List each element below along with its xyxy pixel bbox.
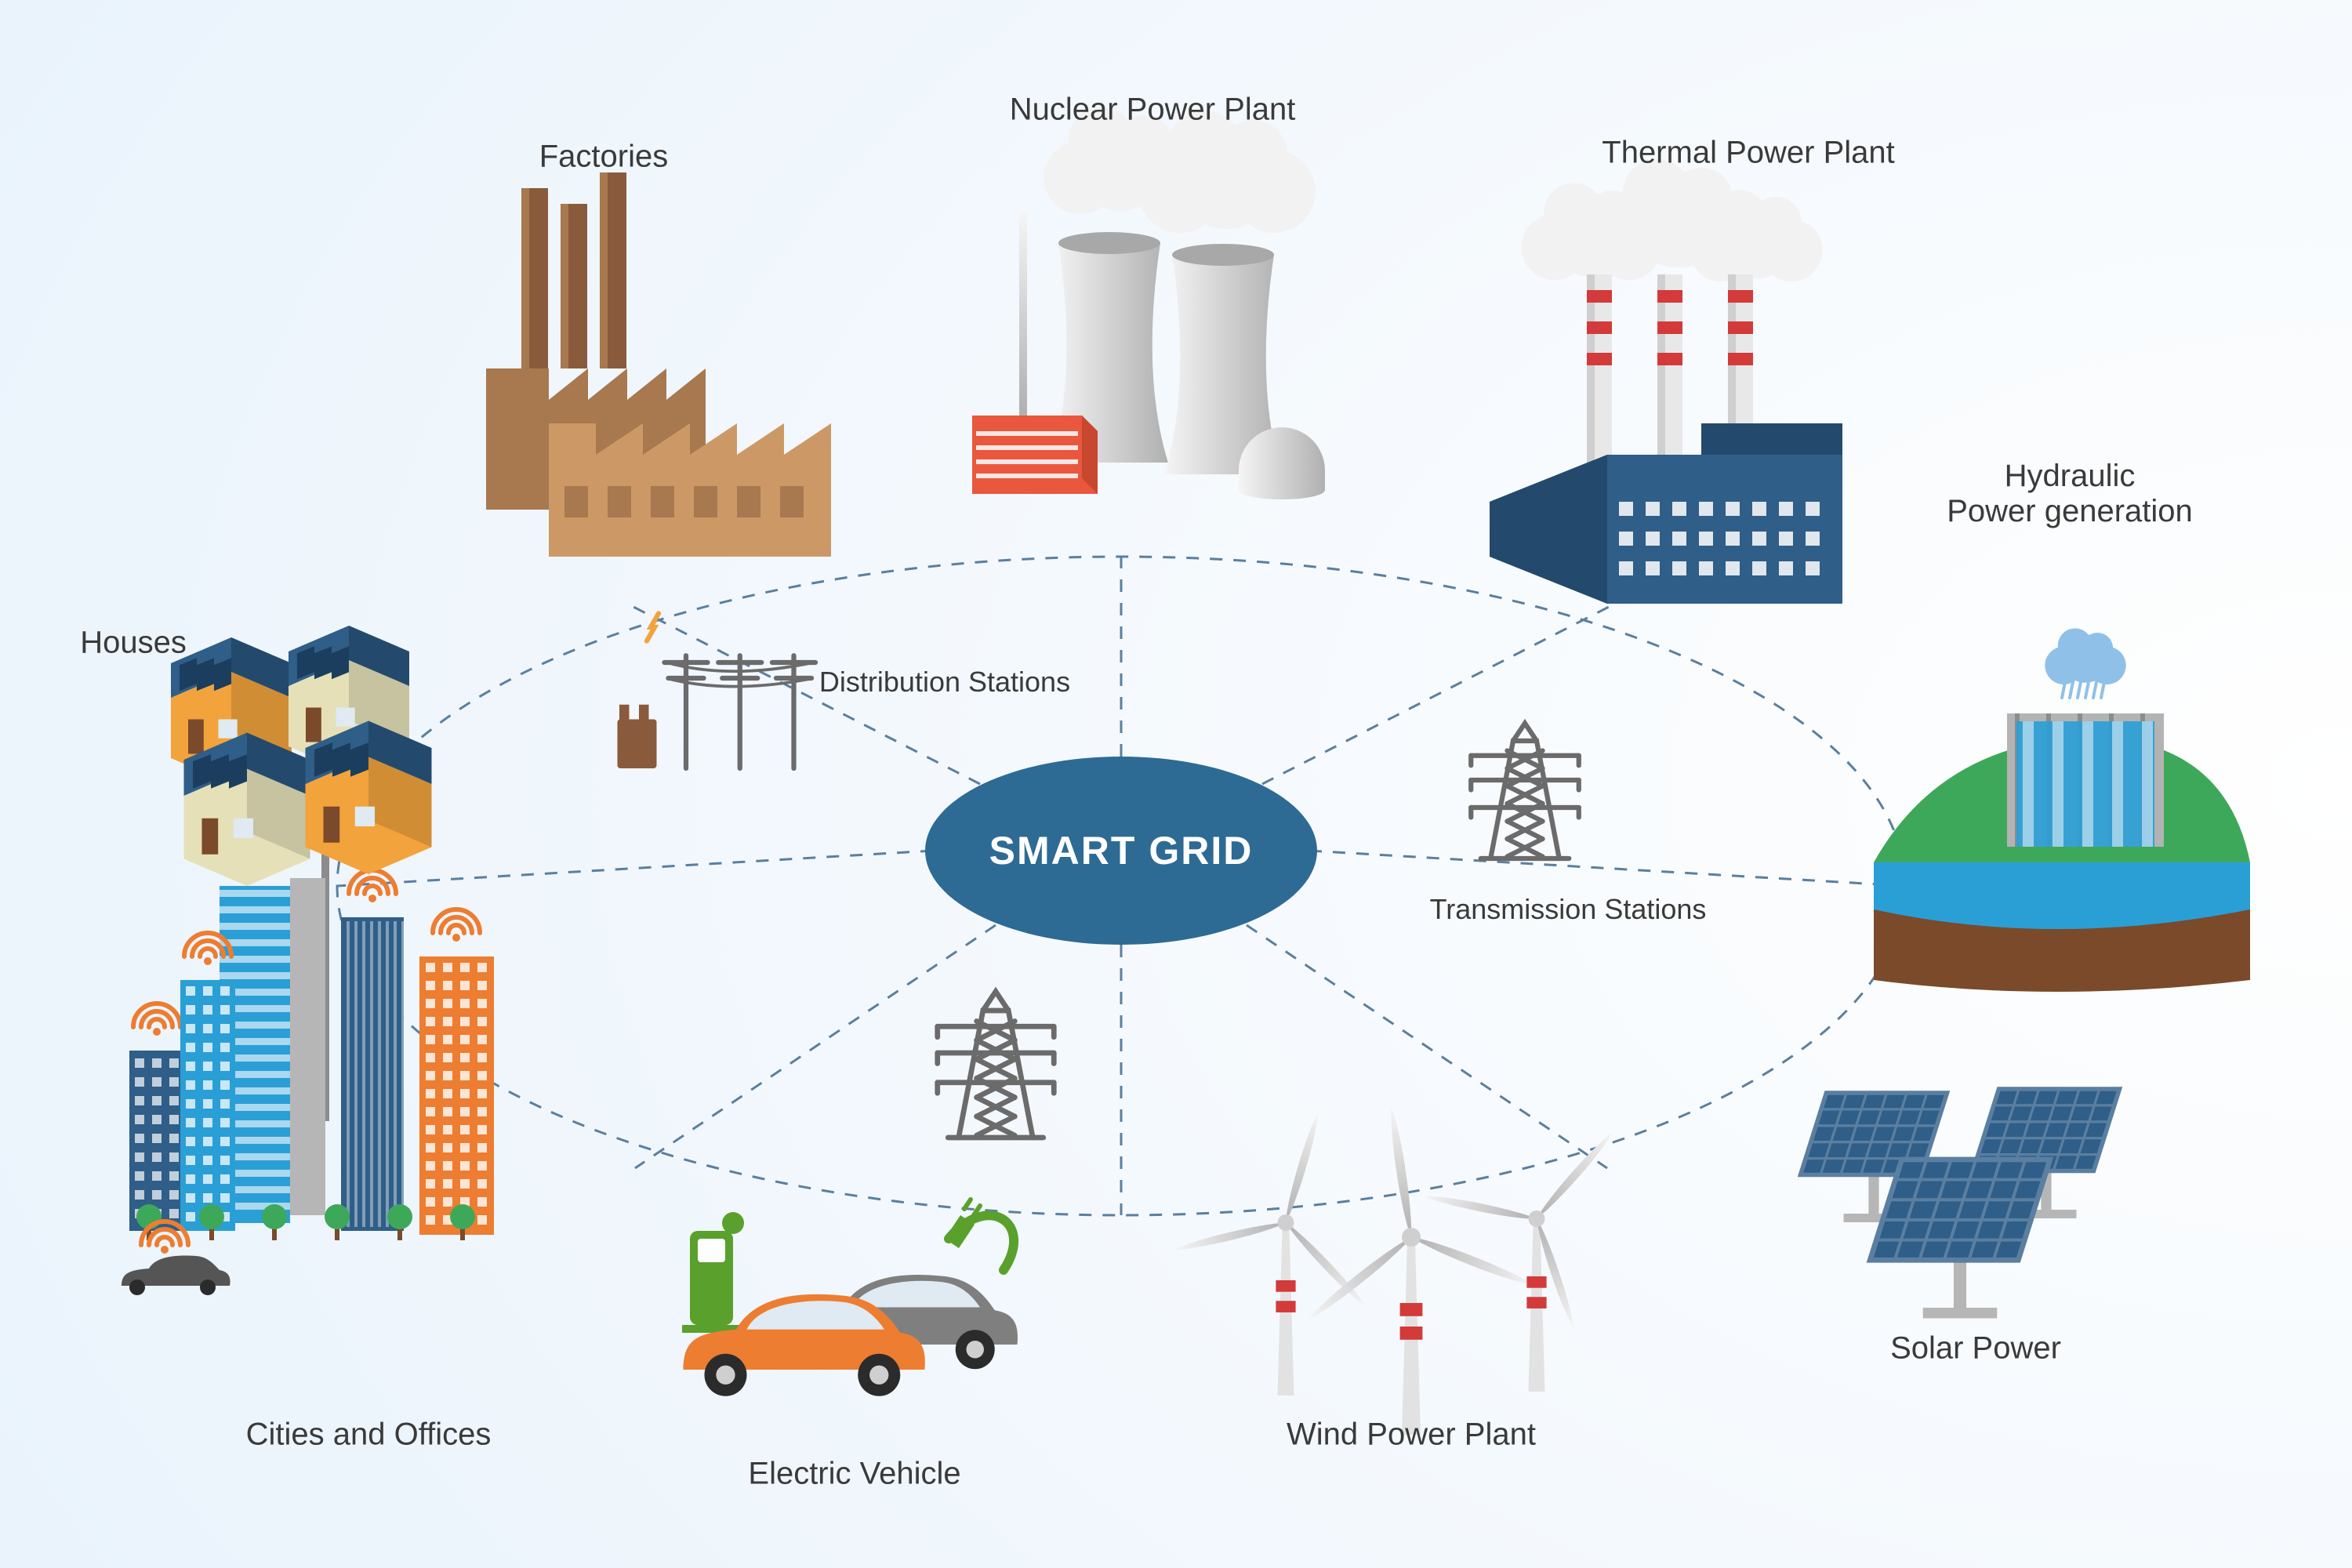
smart-grid-diagram: SMART GRID Distribution Stations Transmiss… xyxy=(0,0,2352,1568)
wind-label: Wind Power Plant xyxy=(1287,1417,1536,1453)
houses-label: Houses xyxy=(80,626,187,661)
sublabel-distribution: Distribution Stations xyxy=(819,666,1070,699)
sublabel-transmission: Transmission Stations xyxy=(1430,893,1707,926)
ev-label: Electric Vehicle xyxy=(748,1457,960,1492)
nuclear-label: Nuclear Power Plant xyxy=(1010,93,1296,128)
cities-label: Cities and Offices xyxy=(246,1417,492,1453)
factories-label: Factories xyxy=(539,140,669,175)
solar-label: Solar Power xyxy=(1890,1331,2061,1367)
center-label: SMART GRID xyxy=(989,828,1254,873)
hydraulic-label: Hydraulic Power generation xyxy=(1947,459,2193,529)
thermal-label: Thermal Power Plant xyxy=(1602,136,1894,171)
